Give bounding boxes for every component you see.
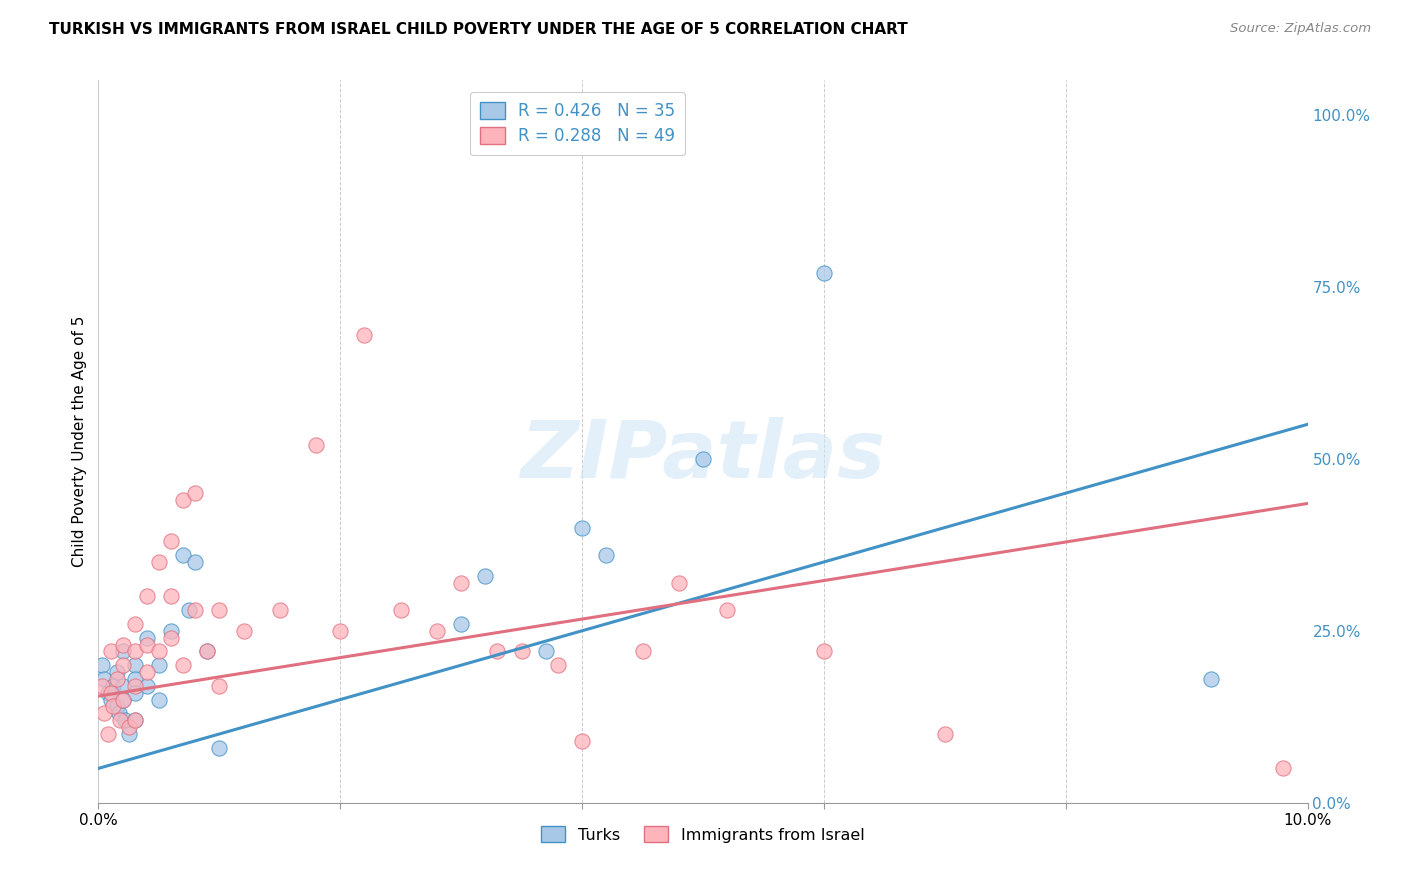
Point <box>118 720 141 734</box>
Point <box>160 624 183 638</box>
Point <box>91 658 114 673</box>
Point <box>571 520 593 534</box>
Point <box>105 665 128 679</box>
Point <box>148 692 170 706</box>
Text: TURKISH VS IMMIGRANTS FROM ISRAEL CHILD POVERTY UNDER THE AGE OF 5 CORRELATION C: TURKISH VS IMMIGRANTS FROM ISRAEL CHILD … <box>49 22 908 37</box>
Point <box>124 679 146 693</box>
Point <box>100 692 122 706</box>
Point <box>93 706 115 721</box>
Point <box>269 603 291 617</box>
Point <box>571 734 593 748</box>
Point <box>1199 672 1222 686</box>
Point <box>100 686 122 700</box>
Point <box>118 727 141 741</box>
Point <box>329 624 352 638</box>
Point <box>232 624 254 638</box>
Text: Source: ZipAtlas.com: Source: ZipAtlas.com <box>1230 22 1371 36</box>
Point <box>124 713 146 727</box>
Point <box>97 727 120 741</box>
Point <box>93 672 115 686</box>
Point <box>148 658 170 673</box>
Point <box>101 699 124 714</box>
Point <box>208 679 231 693</box>
Point <box>97 686 120 700</box>
Point <box>108 706 131 721</box>
Point <box>124 713 146 727</box>
Point <box>1272 761 1295 775</box>
Point <box>111 644 134 658</box>
Point <box>184 486 207 500</box>
Point <box>305 438 328 452</box>
Point <box>148 555 170 569</box>
Point <box>101 679 124 693</box>
Point <box>450 616 472 631</box>
Point <box>111 692 134 706</box>
Point <box>426 624 449 638</box>
Point <box>111 679 134 693</box>
Point <box>124 672 146 686</box>
Point <box>450 575 472 590</box>
Text: ZIPatlas: ZIPatlas <box>520 417 886 495</box>
Point <box>195 644 218 658</box>
Point <box>124 658 146 673</box>
Point <box>934 727 956 741</box>
Point <box>208 740 231 755</box>
Point <box>160 631 183 645</box>
Point <box>135 679 157 693</box>
Point <box>135 590 157 604</box>
Point <box>111 638 134 652</box>
Point <box>124 686 146 700</box>
Point <box>100 644 122 658</box>
Point <box>195 644 218 658</box>
Point <box>172 493 194 508</box>
Point <box>91 679 114 693</box>
Point <box>160 534 183 549</box>
Point <box>208 603 231 617</box>
Point <box>668 575 690 590</box>
Point <box>108 713 131 727</box>
Point <box>160 590 183 604</box>
Point <box>179 603 201 617</box>
Point <box>105 699 128 714</box>
Y-axis label: Child Poverty Under the Age of 5: Child Poverty Under the Age of 5 <box>72 316 87 567</box>
Point <box>184 555 207 569</box>
Point <box>631 644 654 658</box>
Point <box>486 644 509 658</box>
Point <box>716 603 738 617</box>
Point <box>135 631 157 645</box>
Point <box>353 327 375 342</box>
Legend: Turks, Immigrants from Israel: Turks, Immigrants from Israel <box>534 820 872 849</box>
Point <box>172 548 194 562</box>
Point <box>172 658 194 673</box>
Point <box>114 713 136 727</box>
Point <box>135 638 157 652</box>
Point <box>534 644 557 658</box>
Point <box>105 672 128 686</box>
Point <box>148 644 170 658</box>
Point <box>474 568 496 582</box>
Point <box>389 603 412 617</box>
Point <box>595 548 617 562</box>
Point <box>692 451 714 466</box>
Point <box>111 692 134 706</box>
Point <box>124 616 146 631</box>
Point <box>135 665 157 679</box>
Point <box>547 658 569 673</box>
Point <box>111 658 134 673</box>
Point <box>813 644 835 658</box>
Point <box>184 603 207 617</box>
Point <box>813 266 835 280</box>
Point <box>124 644 146 658</box>
Point <box>510 644 533 658</box>
